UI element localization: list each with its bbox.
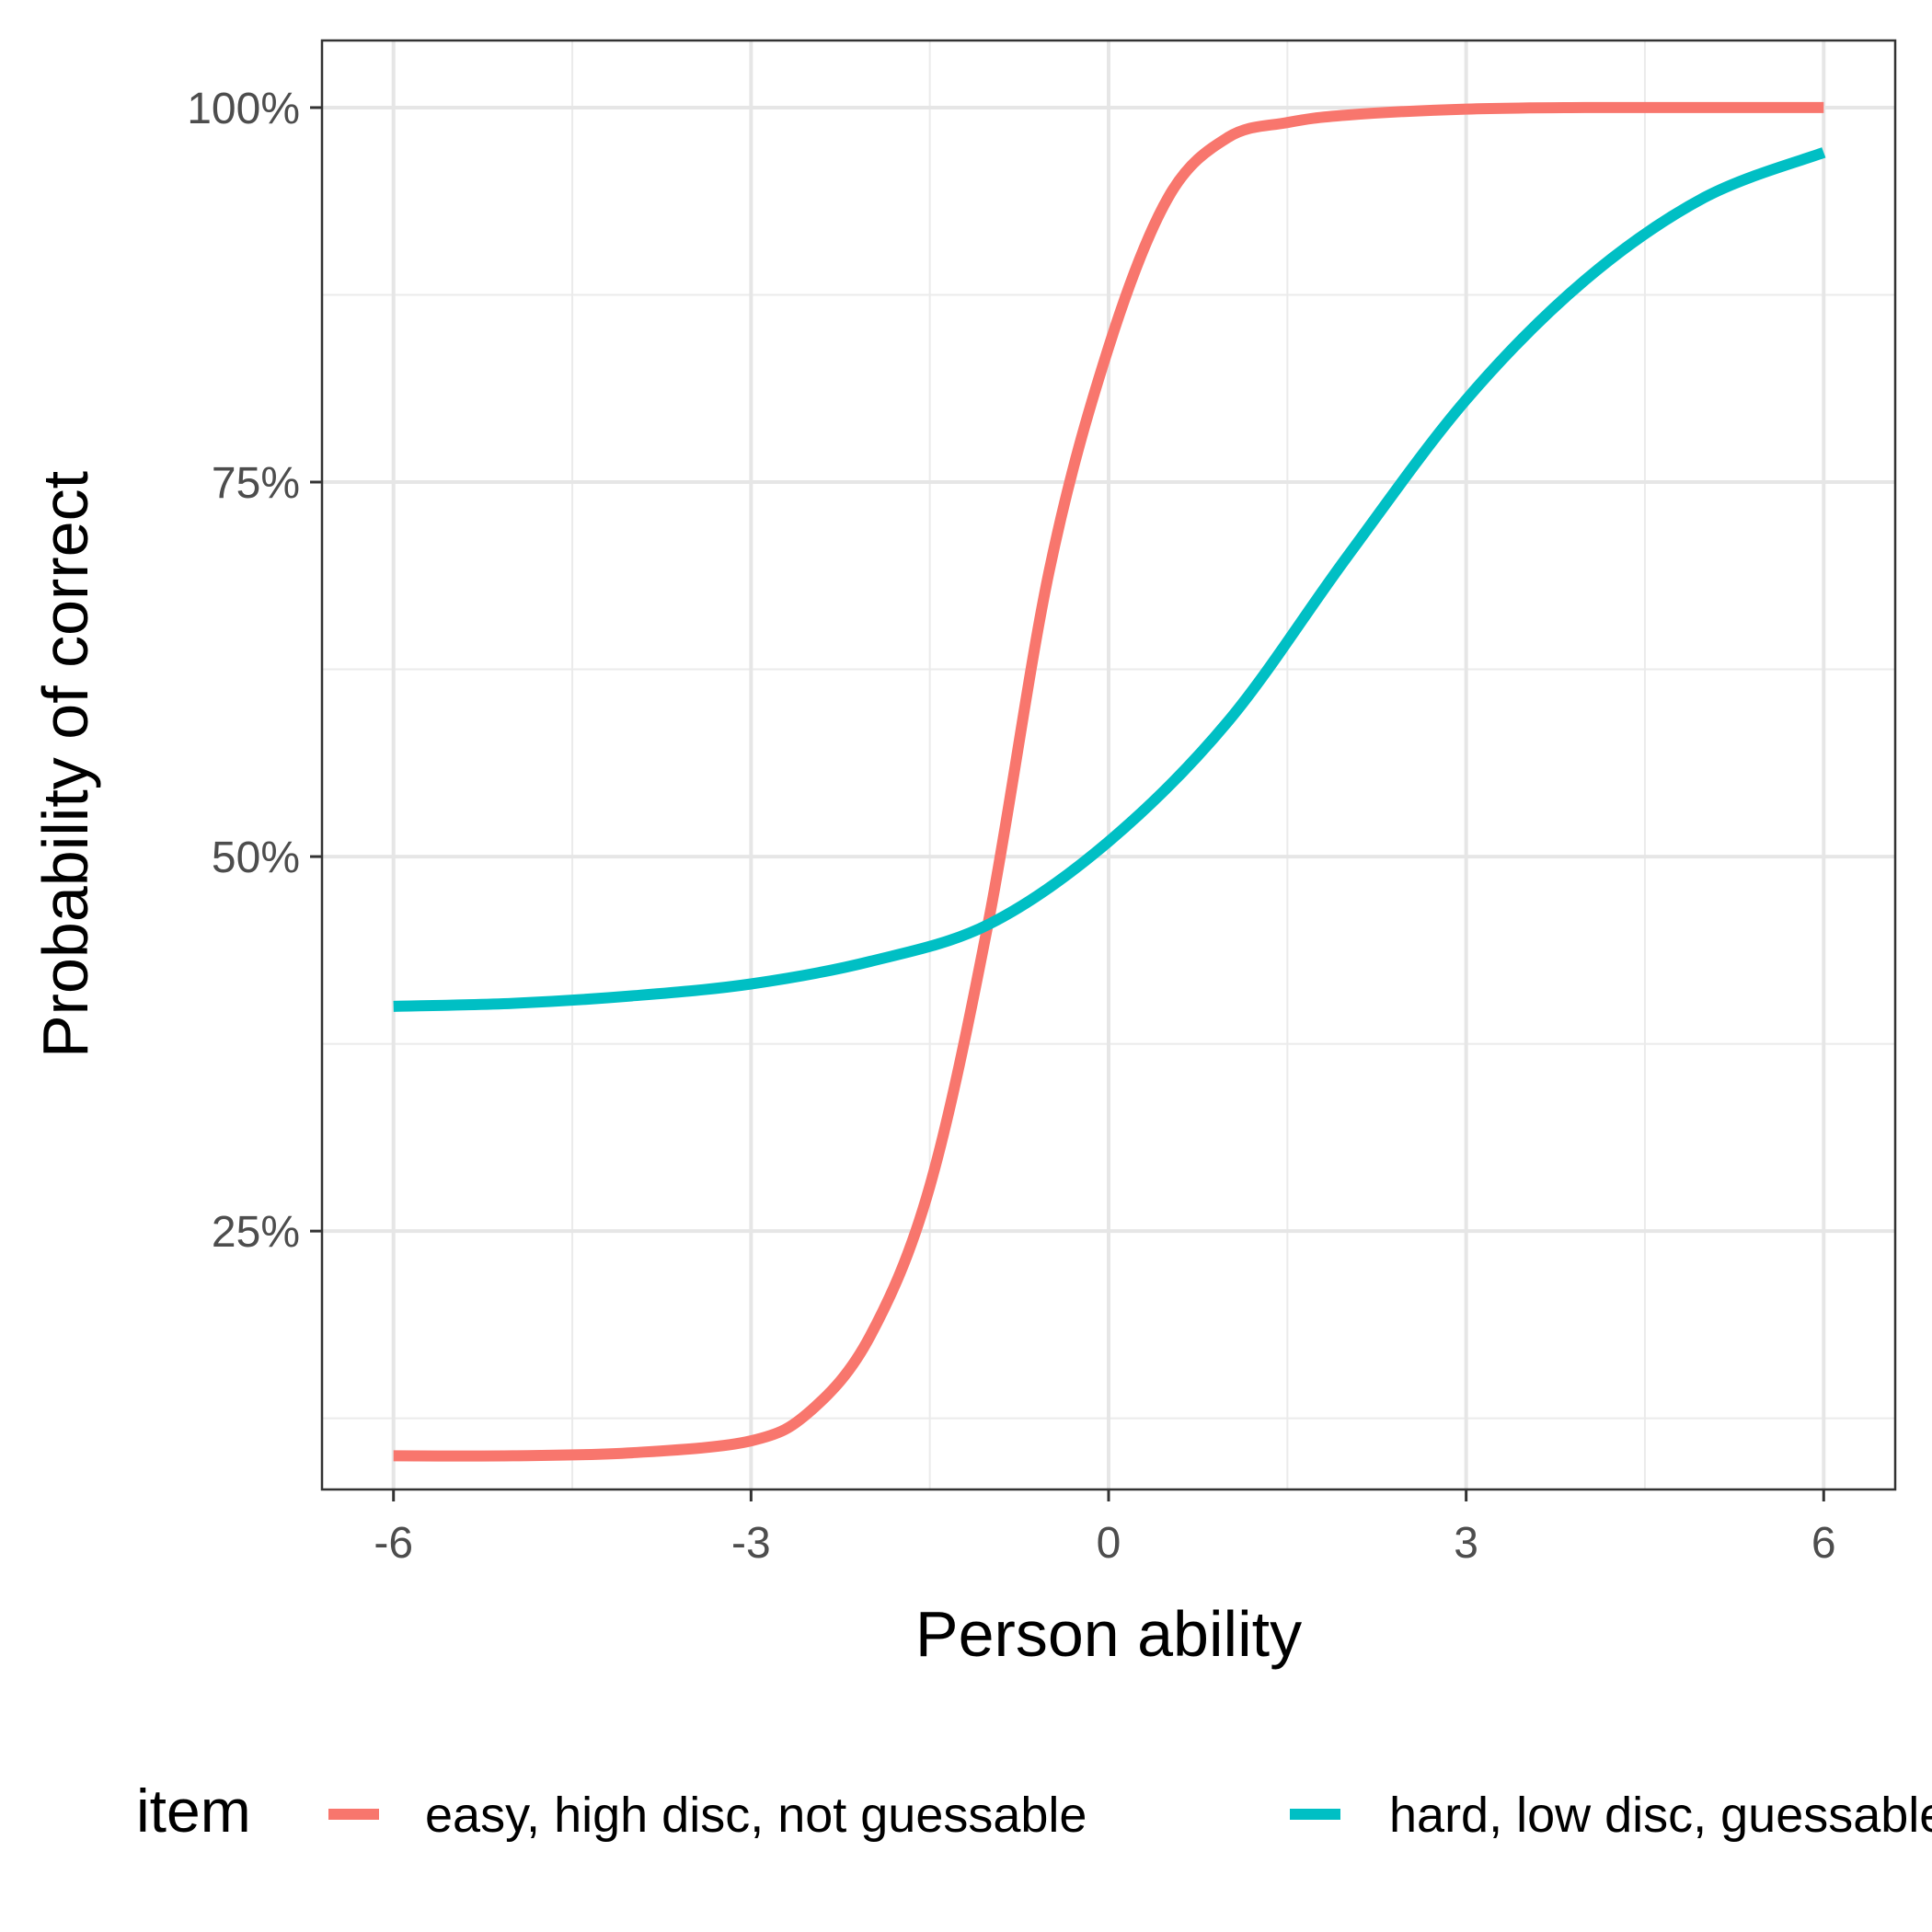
- x-tick-label: -3: [731, 1519, 771, 1568]
- y-tick-label: 75%: [212, 459, 300, 508]
- legend-title: item: [136, 1777, 251, 1845]
- x-tick-label: -6: [374, 1519, 413, 1568]
- series-line-0: [393, 101, 1824, 1462]
- legend: item easy, high disc, not guessable hard…: [136, 1777, 1932, 1845]
- series-layer: [393, 101, 1826, 1462]
- series-line-1: [393, 147, 1826, 1012]
- x-axis: -6 -3 0 3 6: [374, 1489, 1836, 1568]
- legend-label-easy-high-disc: easy, high disc, not guessable: [425, 1788, 1087, 1843]
- y-axis: 25% 50% 75% 100%: [187, 85, 322, 1257]
- x-tick-label: 0: [1097, 1519, 1121, 1568]
- legend-label-hard-low-disc: hard, low disc, guessable: [1389, 1788, 1932, 1843]
- grid-major: [322, 40, 1895, 1489]
- x-axis-title: Person ability: [915, 1598, 1302, 1670]
- x-tick-label: 3: [1454, 1519, 1478, 1568]
- y-tick-label: 100%: [187, 85, 300, 133]
- y-axis-title: Probability of correct: [29, 471, 101, 1058]
- y-tick-label: 25%: [212, 1208, 300, 1257]
- x-tick-label: 6: [1811, 1519, 1836, 1568]
- y-tick-label: 50%: [212, 834, 300, 882]
